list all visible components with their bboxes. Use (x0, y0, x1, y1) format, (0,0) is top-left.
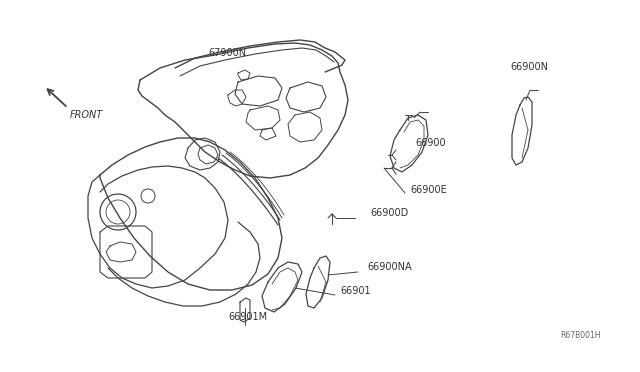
Text: 66900N: 66900N (510, 62, 548, 72)
Text: 66901M: 66901M (228, 312, 267, 322)
Text: 66900NA: 66900NA (367, 262, 412, 272)
Text: FRONT: FRONT (70, 110, 103, 120)
Text: 66900D: 66900D (370, 208, 408, 218)
Text: 66900E: 66900E (410, 185, 447, 195)
Text: R67B001H: R67B001H (560, 331, 600, 340)
Text: 67900N: 67900N (208, 48, 246, 58)
Text: 66900: 66900 (415, 138, 445, 148)
Text: 66901: 66901 (340, 286, 371, 296)
